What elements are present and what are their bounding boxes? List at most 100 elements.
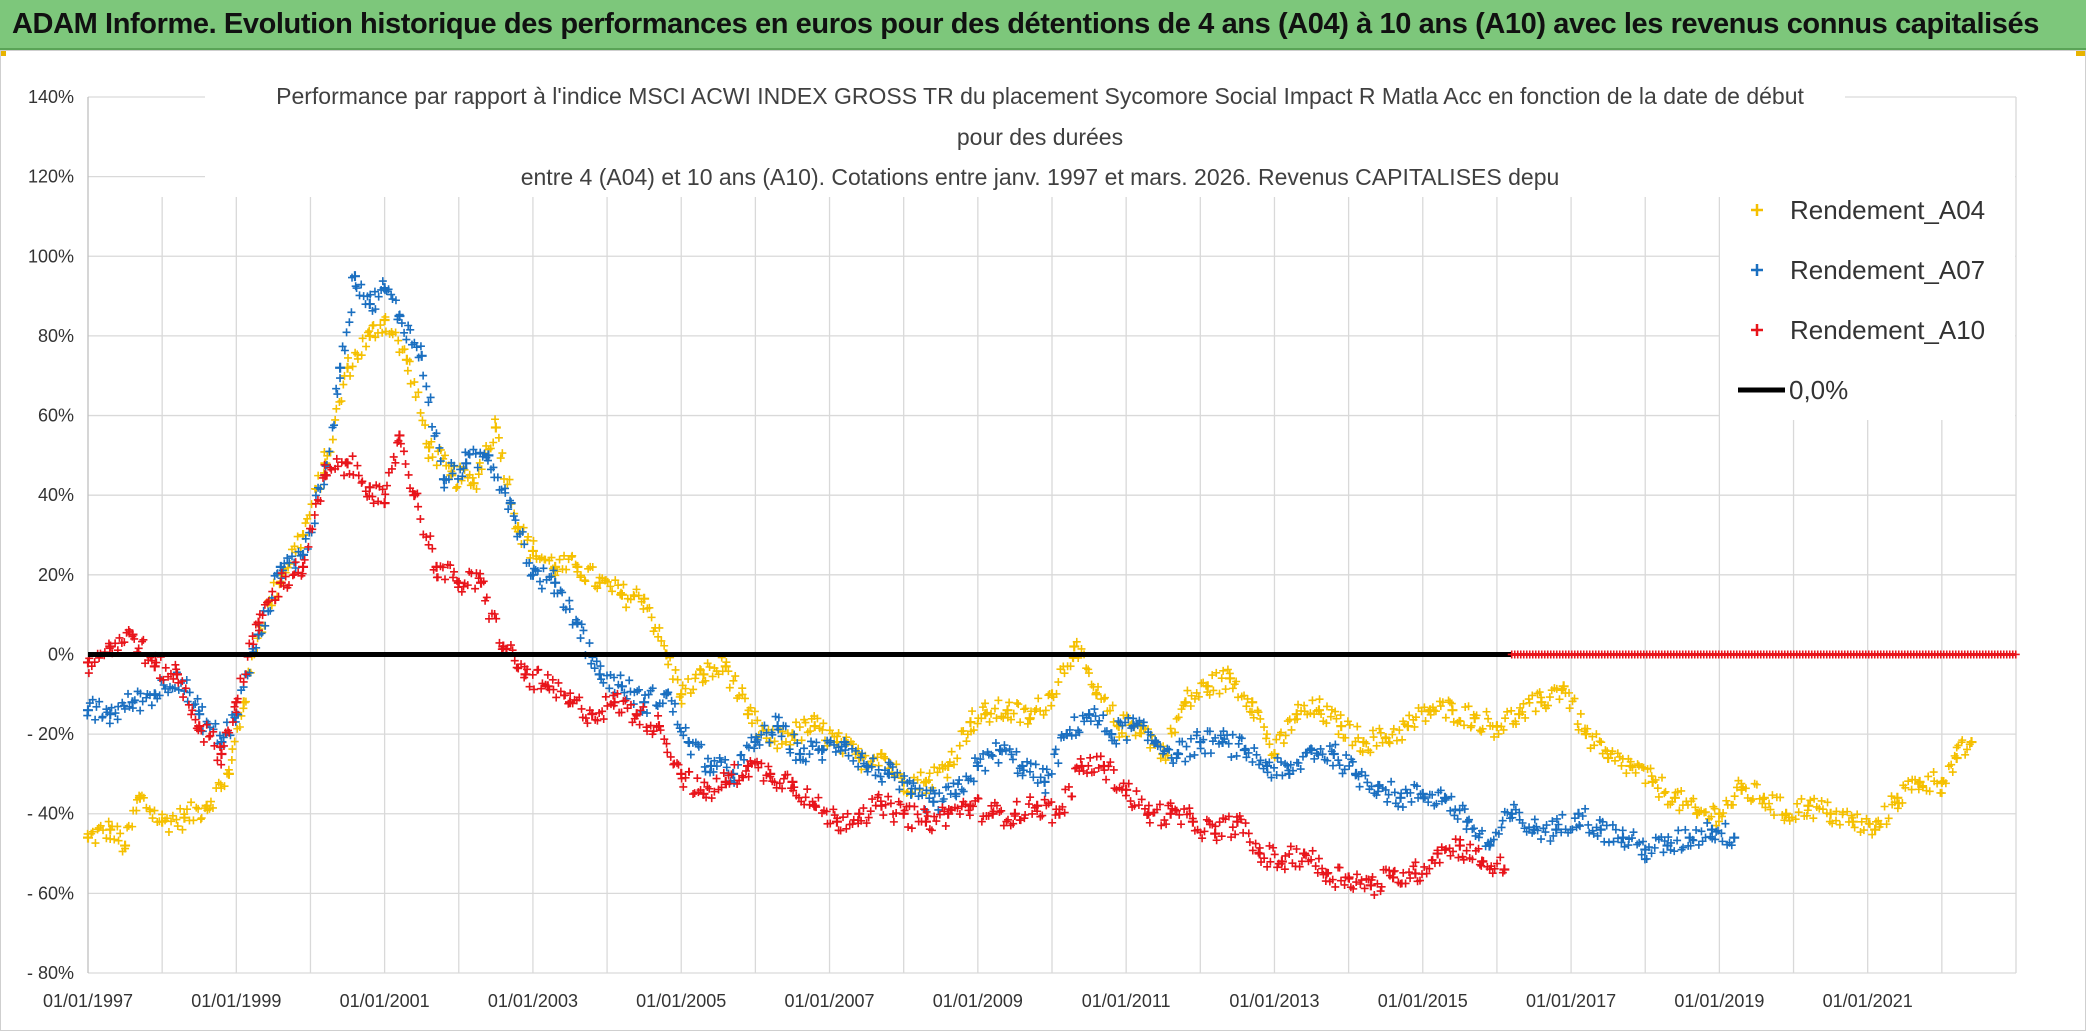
scatter-point <box>111 639 120 648</box>
scatter-point <box>1835 820 1844 829</box>
x-tick-label: 01/01/2011 <box>1082 991 1171 1011</box>
scatter-point <box>1310 754 1319 763</box>
scatter-point <box>703 754 712 763</box>
anchor-point <box>1462 816 1473 827</box>
scatter-point <box>697 740 706 749</box>
scatter-point <box>528 670 537 679</box>
scatter-point <box>655 623 664 632</box>
scatter-point <box>1054 678 1063 687</box>
scatter-point <box>599 678 608 687</box>
chart-title-box: Performance par rapport à l'indice MSCI … <box>205 72 1845 196</box>
scatter-point <box>1535 688 1544 697</box>
scatter-point <box>99 826 108 835</box>
scatter-point <box>1315 695 1324 704</box>
scatter-point <box>1045 689 1054 698</box>
scatter-point <box>856 753 865 762</box>
scatter-point <box>764 762 773 771</box>
scatter-point <box>1160 816 1169 825</box>
scatter-point <box>330 421 339 430</box>
scatter-point <box>422 439 431 448</box>
scatter-point <box>765 738 774 747</box>
scatter-point <box>178 677 187 686</box>
scatter-point <box>1512 720 1521 729</box>
scatter-point <box>806 727 815 736</box>
scatter-point <box>1211 822 1220 831</box>
scatter-point <box>136 706 145 715</box>
scatter-point <box>1106 706 1115 715</box>
scatter-point <box>235 722 244 731</box>
scatter-point <box>1651 775 1660 784</box>
scatter-point <box>1659 848 1668 857</box>
scatter-point <box>1171 805 1180 814</box>
scatter-point <box>1178 737 1187 746</box>
legend-label: Rendement_A04 <box>1790 195 1985 225</box>
scatter-point <box>1407 797 1416 806</box>
scatter-point <box>1245 838 1254 847</box>
scatter-point <box>842 824 851 833</box>
scatter-point <box>868 754 877 763</box>
anchor-point <box>1165 808 1176 819</box>
scatter-point <box>1064 782 1073 791</box>
scatter-point <box>576 634 585 643</box>
scatter-point <box>625 676 634 685</box>
scatter-point <box>696 666 705 675</box>
scatter-point <box>1644 843 1653 852</box>
scatter-point <box>459 464 468 473</box>
scatter-point <box>679 782 688 791</box>
y-tick-label: 20% <box>38 565 74 585</box>
scatter-point <box>130 634 139 643</box>
scatter-point <box>971 754 980 763</box>
scatter-point <box>205 804 214 813</box>
scatter-point <box>684 675 693 684</box>
scatter-point <box>700 778 709 787</box>
scatter-point <box>505 475 514 484</box>
scatter-point <box>332 404 341 413</box>
scatter-point <box>188 706 197 715</box>
scatter-point <box>304 542 313 551</box>
scatter-point <box>1308 846 1317 855</box>
scatter-point <box>781 722 790 731</box>
scatter-point <box>90 658 99 667</box>
scatter-point <box>1519 699 1528 708</box>
scatter-point <box>298 569 307 578</box>
scatter-point <box>766 772 775 781</box>
scatter-point <box>1674 826 1683 835</box>
legend-label: 0,0% <box>1789 375 1848 405</box>
scatter-point <box>768 730 777 739</box>
anchor-point <box>1039 776 1050 787</box>
scatter-point <box>155 691 164 700</box>
scatter-point <box>1319 870 1328 879</box>
scatter-point <box>1958 736 1967 745</box>
scatter-point <box>1768 791 1777 800</box>
scatter-point <box>1180 805 1189 814</box>
scatter-point <box>219 741 228 750</box>
scatter-point <box>1381 733 1390 742</box>
scatter-point <box>1593 831 1602 840</box>
scatter-point <box>1383 797 1392 806</box>
scatter-point <box>552 693 561 702</box>
scatter-point <box>393 438 402 447</box>
scatter-point <box>1642 854 1651 863</box>
scatter-point <box>526 553 535 562</box>
scatter-point <box>617 708 626 717</box>
anchor-point <box>1870 824 1881 835</box>
scatter-point <box>1617 838 1626 847</box>
data-series <box>83 271 1977 899</box>
anchor-point <box>1580 729 1591 740</box>
scatter-point <box>880 752 889 761</box>
scatter-point <box>843 809 852 818</box>
scatter-point <box>279 581 288 590</box>
scatter-point <box>1174 713 1183 722</box>
scatter-point <box>227 755 236 764</box>
scatter-point <box>571 560 580 569</box>
scatter-point <box>660 735 669 744</box>
scatter-point <box>316 497 325 506</box>
scatter-point <box>351 282 360 291</box>
scatter-point <box>1374 787 1383 796</box>
scatter-point <box>1709 802 1718 811</box>
scatter-point <box>1428 790 1437 799</box>
scatter-point <box>1265 740 1274 749</box>
scatter-point <box>1104 762 1113 771</box>
scatter-point <box>871 801 880 810</box>
scatter-point <box>1627 834 1636 843</box>
